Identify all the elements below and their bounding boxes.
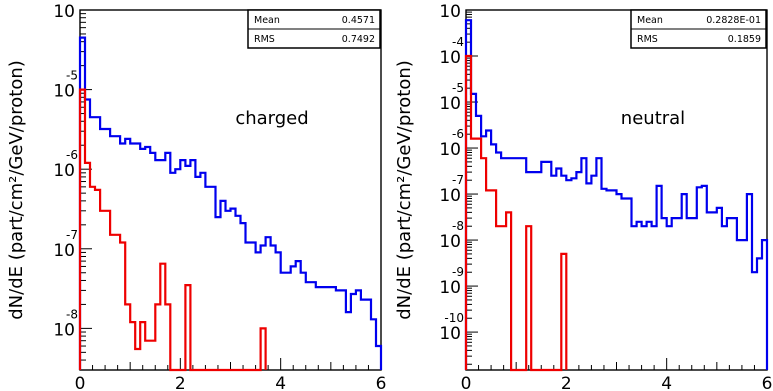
y-tick-label: 10 (439, 140, 461, 160)
y-tick-exponent-text: -9 (452, 265, 464, 279)
y-tick-exponent: -5 (66, 69, 78, 83)
x-tick-label: 4 (275, 374, 286, 391)
y-tick-exponent-text: -3 (452, 0, 464, 3)
x-tick-label: 6 (376, 374, 387, 391)
y-tick-label: 10 (53, 241, 75, 261)
y-axis-label: dN/dE (part/cm²/GeV/proton) (6, 60, 27, 320)
y-tick-label: 10 (439, 186, 461, 206)
y-tick-exponent-text: -6 (452, 127, 464, 141)
y-tick-mantissa: 10 (439, 2, 461, 22)
y-tick-exponent-text: -5 (452, 81, 464, 95)
y-tick-exponent: -9 (452, 265, 464, 279)
y-tick-label: 10 (439, 324, 461, 344)
y-tick-exponent-text: -4 (452, 35, 464, 49)
y-tick-exponent: -7 (66, 228, 78, 242)
red-histogram-series (464, 54, 568, 372)
x-tick-label: 2 (561, 374, 572, 391)
y-tick-exponent: -7 (452, 173, 464, 187)
y-tick-exponent-text: -7 (452, 173, 464, 187)
y-tick-exponent: -6 (452, 127, 464, 141)
y-tick-exponent: -4 (66, 0, 78, 3)
y-tick-label: 10 (53, 2, 75, 22)
y-tick-label: 10 (439, 48, 461, 68)
y-tick-mantissa: 10 (439, 324, 461, 344)
y-tick-exponent: -5 (452, 81, 464, 95)
y-tick-label: 10 (439, 278, 461, 298)
y-tick-exponent-text: -8 (452, 219, 464, 233)
stats-mean-value: 0.4571 (342, 15, 375, 26)
panel-annotation: neutral (621, 108, 685, 129)
y-tick-label: 10 (53, 161, 75, 181)
blue-histogram-series (464, 19, 769, 370)
y-tick-label: 10 (439, 94, 461, 114)
stats-rms-label: RMS (254, 34, 275, 45)
y-tick-exponent-text: -10 (444, 311, 464, 325)
stats-mean-label: Mean (637, 15, 663, 26)
blue-histogram-series (78, 36, 383, 370)
y-tick-mantissa: 10 (439, 48, 461, 68)
y-axis-label: dN/dE (part/cm²/GeV/proton) (394, 60, 415, 320)
y-tick-exponent-text: -8 (66, 307, 78, 321)
y-tick-exponent: -8 (452, 219, 464, 233)
stats-mean-value: 0.2828E-01 (706, 15, 761, 26)
neutral-panel: 024610-310-410-510-610-710-810-910-10dN/… (394, 0, 772, 391)
y-tick-exponent: -10 (444, 311, 464, 325)
red-histogram-series (78, 88, 267, 372)
y-tick-exponent: -8 (66, 307, 78, 321)
y-tick-mantissa: 10 (439, 186, 461, 206)
y-tick-label: 10 (439, 232, 461, 252)
x-tick-label: 2 (175, 374, 186, 391)
y-tick-mantissa: 10 (439, 278, 461, 298)
x-tick-label: 6 (762, 374, 773, 391)
panel-annotation: charged (235, 108, 308, 129)
y-tick-label: 10 (53, 320, 75, 340)
y-tick-exponent: -3 (452, 0, 464, 3)
y-tick-exponent-text: -4 (66, 0, 78, 3)
y-tick-exponent-text: -7 (66, 228, 78, 242)
y-tick-mantissa: 10 (53, 161, 75, 181)
y-tick-mantissa: 10 (53, 320, 75, 340)
stats-mean-label: Mean (254, 15, 280, 26)
stats-rms-label: RMS (637, 34, 658, 45)
x-tick-label: 4 (661, 374, 672, 391)
y-tick-label: 10 (53, 82, 75, 102)
y-tick-mantissa: 10 (439, 140, 461, 160)
stats-rms-value: 0.1859 (728, 34, 761, 45)
y-tick-exponent-text: -6 (66, 148, 78, 162)
y-tick-exponent: -6 (66, 148, 78, 162)
y-tick-mantissa: 10 (439, 232, 461, 252)
y-tick-mantissa: 10 (53, 241, 75, 261)
stats-rms-value: 0.7492 (342, 34, 375, 45)
y-tick-mantissa: 10 (53, 2, 75, 22)
x-tick-label: 0 (461, 374, 472, 391)
y-tick-label: 10 (439, 2, 461, 22)
y-tick-mantissa: 10 (53, 82, 75, 102)
y-tick-mantissa: 10 (439, 94, 461, 114)
x-tick-label: 0 (75, 374, 86, 391)
y-tick-exponent: -4 (452, 35, 464, 49)
y-tick-exponent-text: -5 (66, 69, 78, 83)
